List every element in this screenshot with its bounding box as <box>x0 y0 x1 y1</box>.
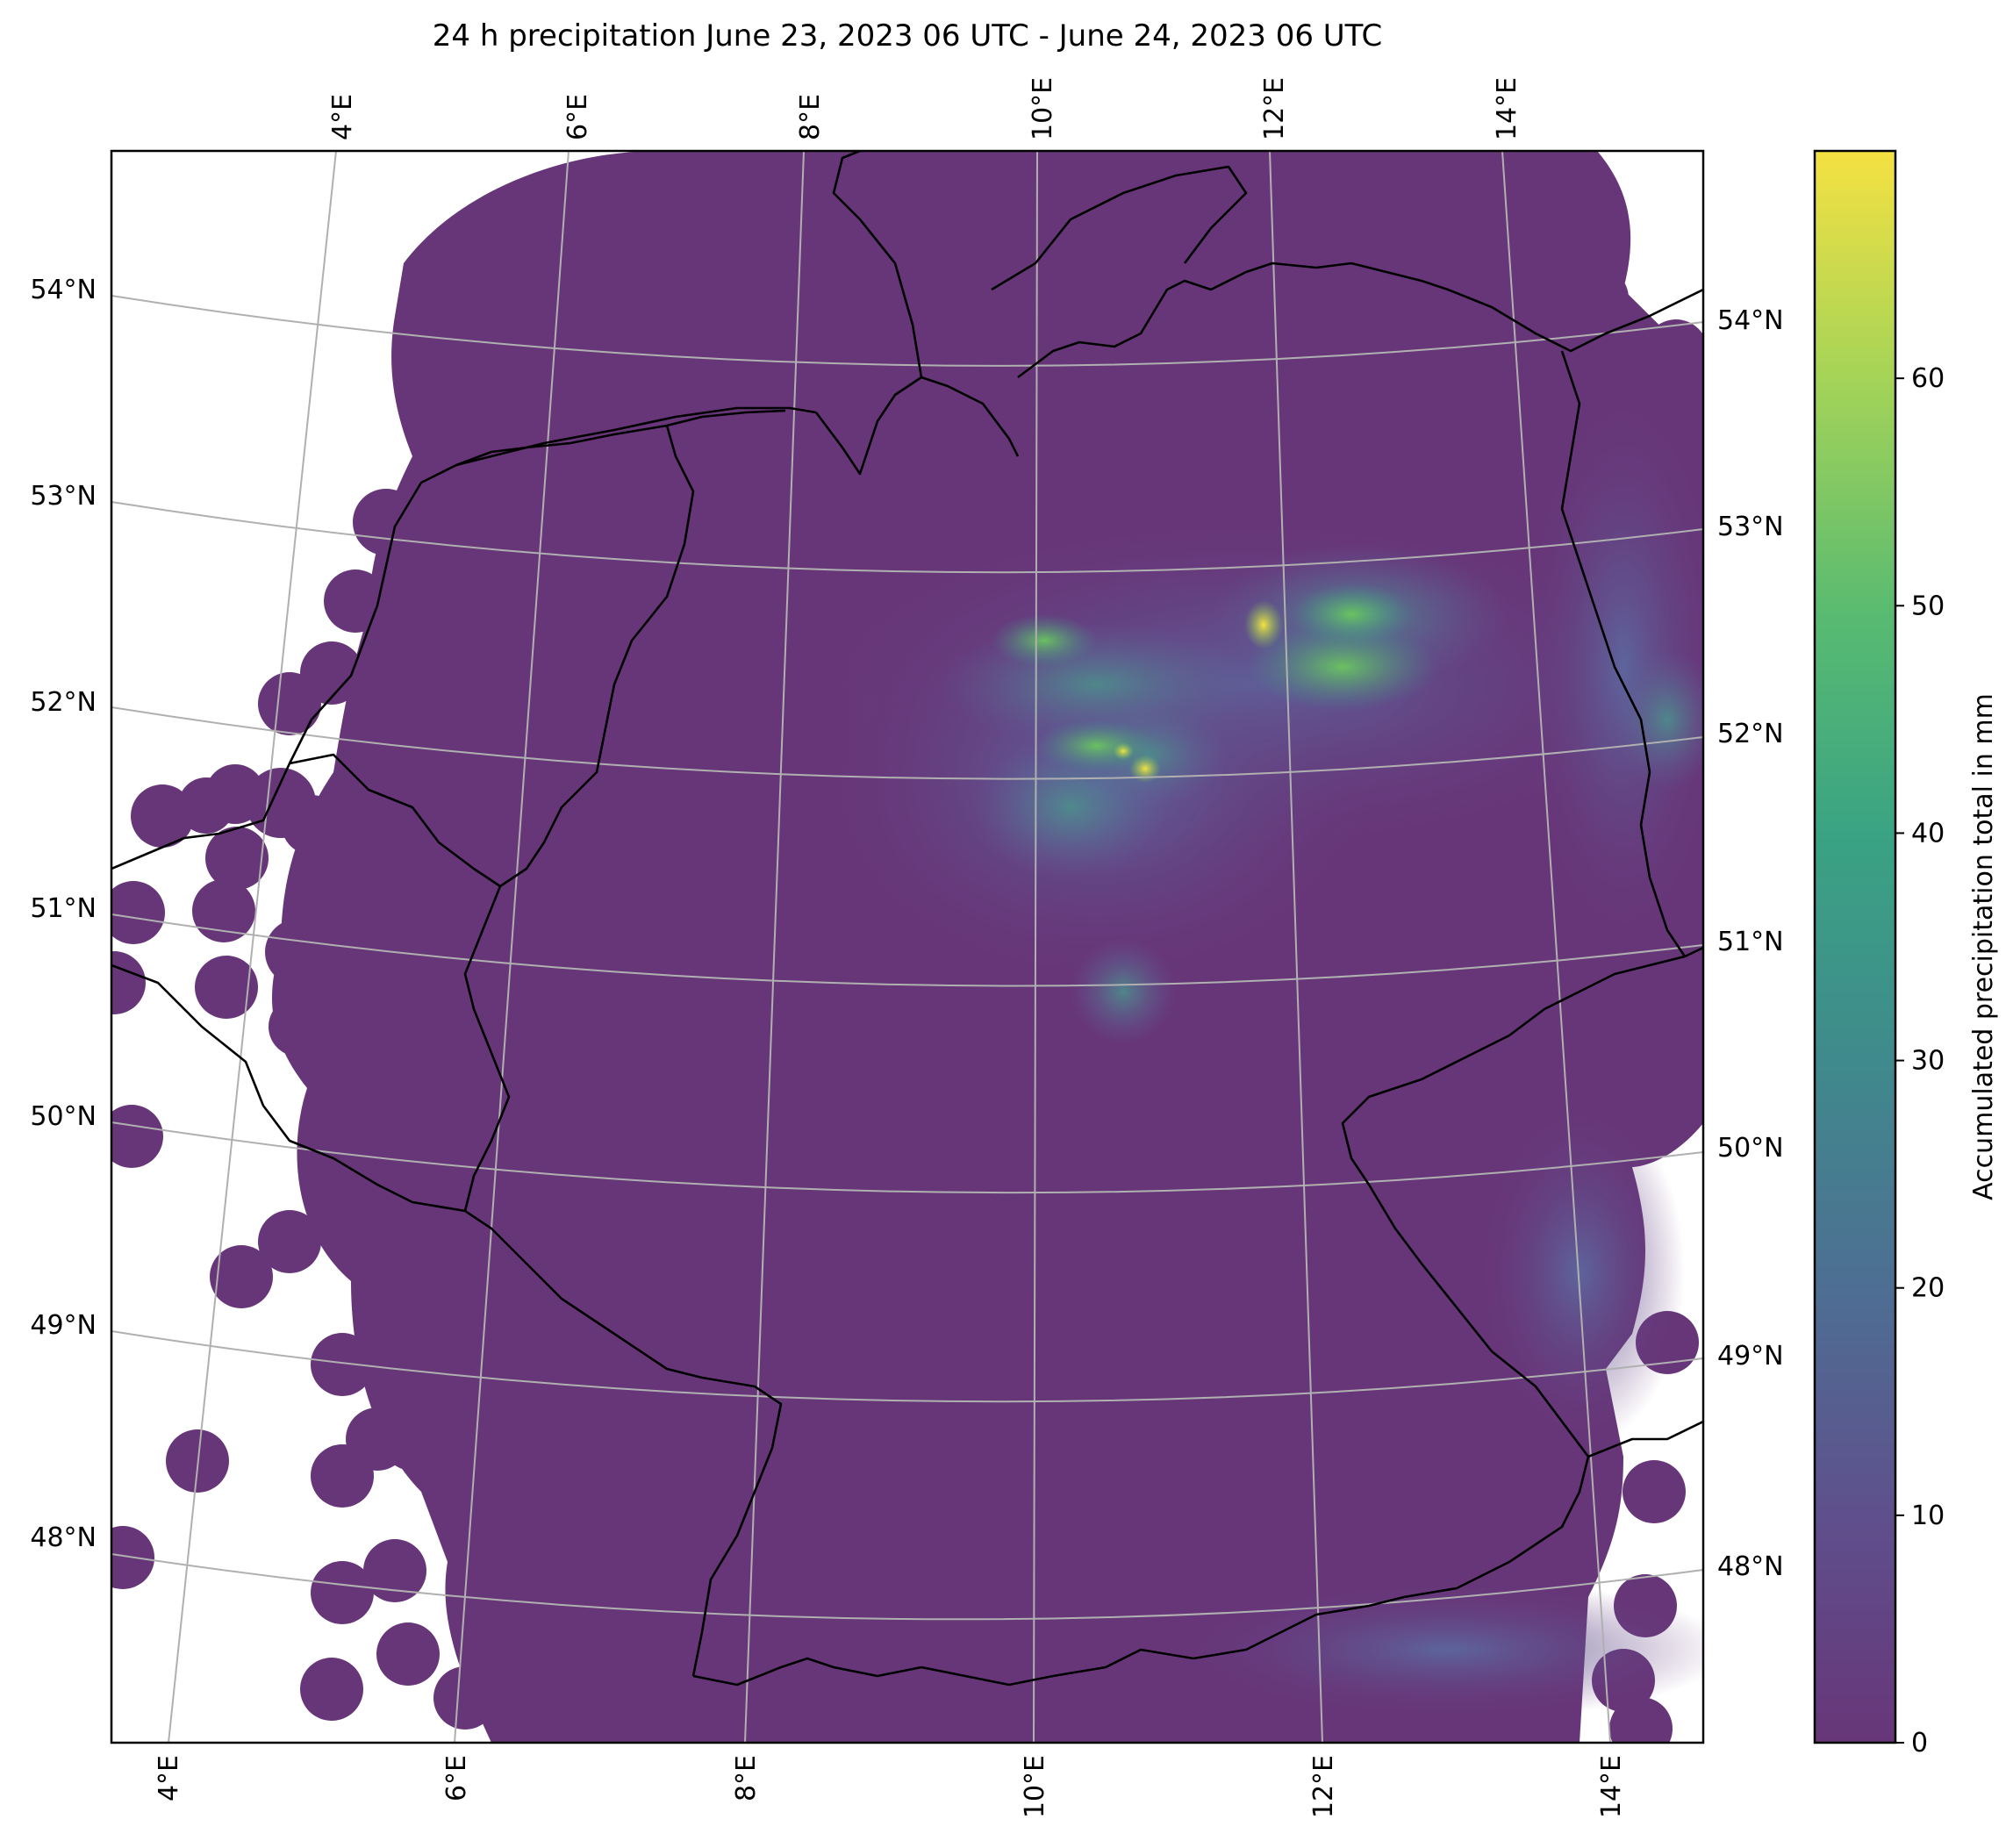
colorbar-label: Accumulated precipitation total in mm <box>1968 693 1999 1200</box>
right-lat-label: 48°N <box>1717 1551 1784 1582</box>
colorbar-tick-label: 10 <box>1911 1501 1945 1531</box>
coastline-german-bight <box>814 376 1020 476</box>
left-lat-label: 48°N <box>30 1522 97 1553</box>
border-ch-de <box>692 1657 922 1687</box>
right-lat-label: 51°N <box>1717 927 1784 957</box>
border-nl-de <box>481 425 695 931</box>
coastline-jutland <box>832 151 923 378</box>
colorbar-tick-label: 20 <box>1911 1273 1945 1304</box>
graticule <box>111 151 1703 1743</box>
left-lat-label: 51°N <box>30 893 97 924</box>
top-lon-label: 14°E <box>1492 77 1522 140</box>
coastlines-borders <box>111 151 1703 1687</box>
coastline-baltic <box>1017 261 1703 379</box>
top-lon-label: 6°E <box>562 94 593 140</box>
bottom-lon-label: 10°E <box>1020 1755 1050 1818</box>
right-lat-label: 52°N <box>1717 719 1784 749</box>
bottom-lon-label: 8°E <box>731 1755 762 1801</box>
colorbar-gradient <box>1813 149 1897 1744</box>
colorbar: 0 10 20 30 40 50 60 Accumulated precipitation … <box>1813 149 1999 1758</box>
parallel-50n <box>111 1121 1703 1194</box>
border-be-fr <box>111 963 466 1213</box>
meridian-14e <box>1501 151 1611 1743</box>
colorbar-tick-label: 50 <box>1911 591 1945 621</box>
coastline-wadden-isles <box>455 409 786 467</box>
bottom-lon-label: 6°E <box>441 1755 472 1801</box>
right-latitude-labels: 54°N 53°N 52°N 51°N 50°N 49°N 48°N <box>1717 305 1784 1582</box>
parallel-48n <box>111 1553 1703 1621</box>
parallel-49n <box>111 1330 1703 1403</box>
right-lat-label: 53°N <box>1717 512 1784 542</box>
border-be-nl <box>289 753 501 888</box>
border-pl-de <box>1560 350 1687 957</box>
coastline-north-sea <box>111 406 817 870</box>
map-area <box>111 151 1703 1743</box>
left-lat-label: 53°N <box>30 481 97 512</box>
coastline-danish-isles <box>991 165 1248 291</box>
top-lon-label: 4°E <box>327 94 358 140</box>
colorbar-tick-label: 40 <box>1911 818 1945 849</box>
colorbar-tick-label: 60 <box>1911 363 1945 394</box>
colorbar-ticks: 0 10 20 30 40 50 60 <box>1895 363 1945 1758</box>
top-longitude-labels: 4°E 6°E 8°E 10°E 12°E 14°E <box>327 77 1522 140</box>
left-lat-label: 52°N <box>30 687 97 718</box>
bottom-lon-label: 4°E <box>154 1755 184 1801</box>
meridian-10e <box>1033 151 1038 1743</box>
bottom-longitude-labels: 4°E 6°E 8°E 10°E 12°E 14°E <box>154 1755 1627 1818</box>
colorbar-tick-label: 30 <box>1911 1046 1945 1077</box>
meridian-8e <box>744 151 805 1743</box>
map-title: 24 h precipitation June 23, 2023 06 UTC … <box>433 18 1382 54</box>
border-cz-de <box>1341 955 1686 1458</box>
right-lat-label: 50°N <box>1717 1133 1784 1164</box>
left-lat-label: 54°N <box>30 275 97 305</box>
left-lat-label: 50°N <box>30 1101 97 1132</box>
parallel-54n <box>111 295 1703 367</box>
left-lat-label: 49°N <box>30 1310 97 1341</box>
border-at-de <box>921 1456 1590 1687</box>
parallel-52n <box>111 706 1703 780</box>
border-be-de-lu <box>463 929 511 1212</box>
right-lat-label: 54°N <box>1717 305 1784 336</box>
parallel-51n <box>111 913 1703 987</box>
parallel-53n <box>111 501 1703 574</box>
radar-edge-circles <box>111 267 1703 1743</box>
meridian-12e <box>1269 151 1323 1743</box>
colorbar-tick-label: 0 <box>1911 1728 1928 1758</box>
bottom-lon-label: 14°E <box>1596 1755 1627 1818</box>
meridian-6e <box>454 151 570 1743</box>
meridian-4e <box>168 151 337 1743</box>
border-fr-de <box>464 1209 783 1677</box>
precipitation-field <box>790 377 1703 1720</box>
border-pl-cz <box>1684 946 1703 958</box>
top-lon-label: 12°E <box>1259 77 1290 140</box>
left-latitude-labels: 54°N 53°N 52°N 51°N 50°N 49°N 48°N <box>30 275 97 1553</box>
map-frame <box>110 149 1705 1744</box>
top-lon-label: 8°E <box>795 94 826 140</box>
border-cz-at <box>1587 1420 1703 1458</box>
bottom-lon-label: 12°E <box>1308 1755 1339 1818</box>
right-lat-label: 49°N <box>1717 1341 1784 1372</box>
top-lon-label: 10°E <box>1028 77 1058 140</box>
